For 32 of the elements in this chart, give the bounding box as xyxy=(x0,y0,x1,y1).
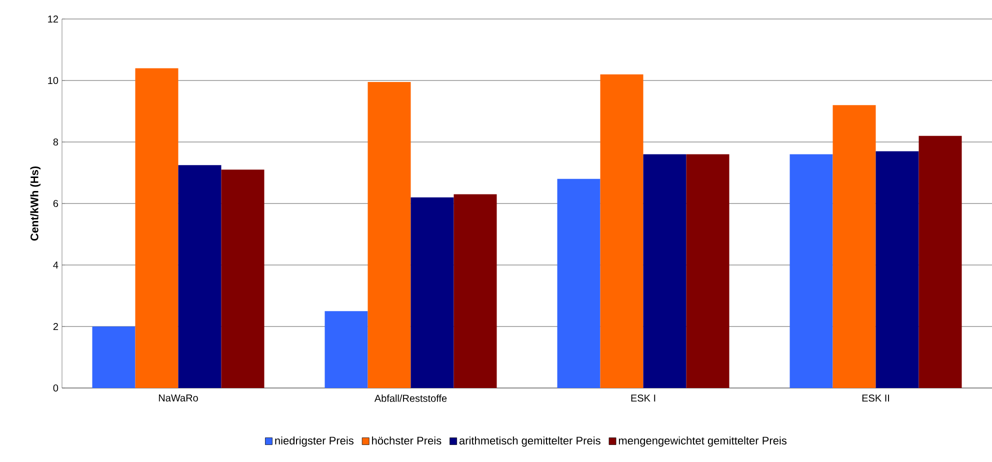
bar xyxy=(135,68,178,388)
bar xyxy=(92,326,136,388)
bar xyxy=(832,105,876,388)
y-tick-label: 8 xyxy=(53,138,58,146)
legend-label: höchster Preis xyxy=(372,436,442,445)
bar xyxy=(643,154,686,388)
x-tick-label: Abfall/Reststoffe xyxy=(374,394,447,402)
legend-label: arithmetisch gemittelter Preis xyxy=(459,436,600,447)
y-tick-label: 10 xyxy=(48,76,58,84)
legend-label: mengengewichtet gemittelter Preis xyxy=(618,436,787,447)
y-tick-label: 0 xyxy=(53,384,58,392)
bar xyxy=(876,151,919,388)
bar xyxy=(178,165,222,388)
bar xyxy=(368,82,411,388)
bar xyxy=(600,74,644,388)
y-tick-label: 4 xyxy=(53,262,58,268)
y-axis-title: Cent/kWh (Hs) xyxy=(30,166,41,241)
x-tick-label: ESK II xyxy=(862,394,890,402)
y-tick-label: 12 xyxy=(48,16,58,22)
bar xyxy=(410,197,454,388)
bar xyxy=(686,154,730,388)
y-tick-label: 6 xyxy=(53,200,58,208)
bar xyxy=(324,311,368,388)
bar xyxy=(918,136,962,388)
bar xyxy=(454,194,497,388)
bar xyxy=(221,170,264,388)
x-tick-label: NaWaRo xyxy=(158,394,198,402)
y-tick-label: 2 xyxy=(53,323,58,330)
x-tick-label: ESK I xyxy=(631,394,656,402)
bar xyxy=(790,154,833,388)
bar xyxy=(557,178,600,388)
legend-label: niedrigster Preis xyxy=(275,436,354,447)
